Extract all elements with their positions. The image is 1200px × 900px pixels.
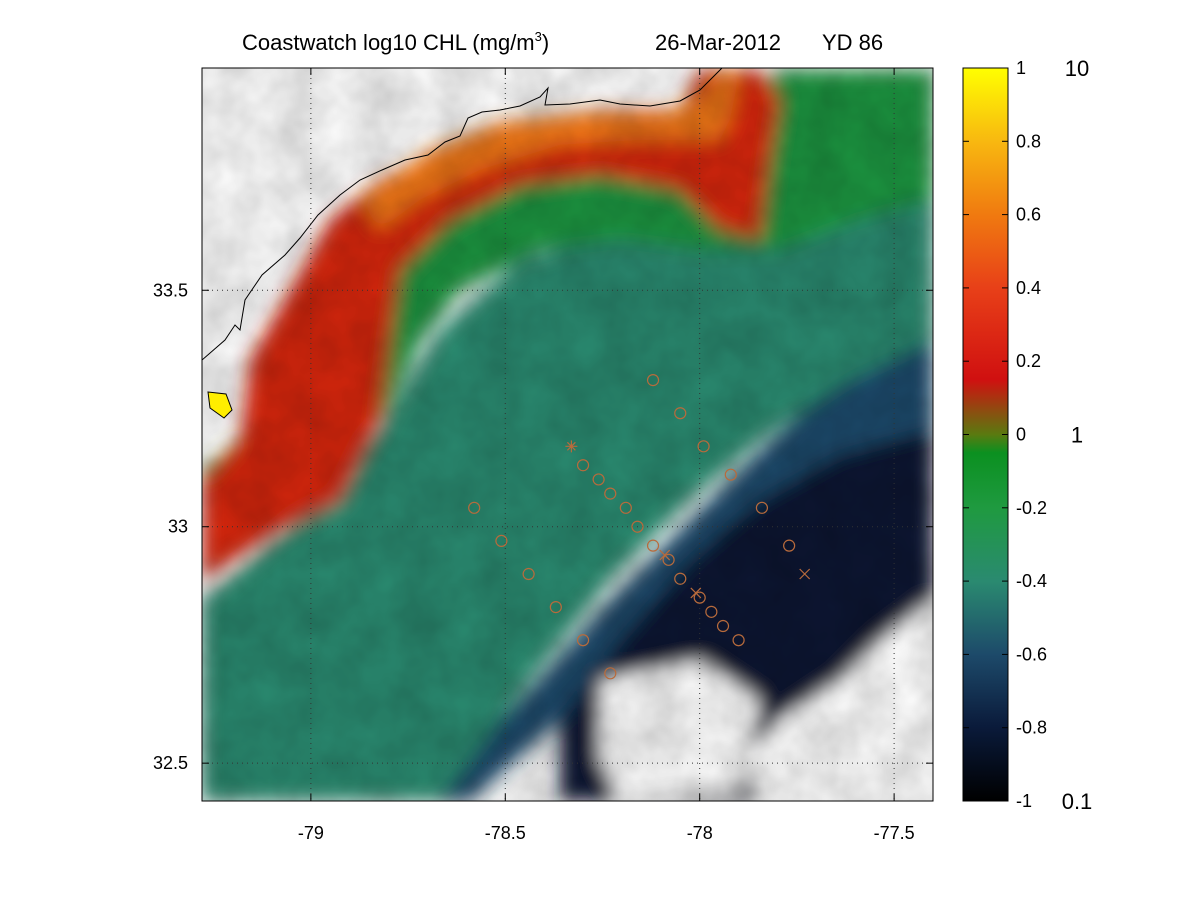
- colorbar-tick-label: 0.4: [1016, 278, 1041, 298]
- station-circle: [549, 601, 562, 614]
- station-circle: [592, 473, 605, 486]
- lon-tick-label: -79: [298, 823, 324, 843]
- station-circle: [674, 572, 687, 585]
- station-circle: [604, 487, 617, 500]
- station-circle: [576, 459, 590, 472]
- coastline: [202, 68, 723, 361]
- station-circle: [674, 407, 687, 420]
- map-frame: [201, 67, 934, 802]
- lat-tick-label: 33.5: [153, 280, 188, 300]
- colorbar-linear-label: 10: [1065, 56, 1089, 81]
- station-cross: [690, 587, 702, 599]
- map-title: Coastwatch log10 CHL (mg/m3): [242, 29, 549, 55]
- station-circle: [468, 501, 481, 514]
- station-circle: [631, 520, 644, 533]
- map-date: 26-Mar-2012: [655, 30, 781, 55]
- station-star: [565, 440, 578, 453]
- colorbar: [962, 67, 1009, 802]
- coast-island: [207, 391, 233, 419]
- station-circle: [732, 634, 745, 647]
- map-gridlines: [202, 68, 933, 801]
- chlorophyll-map: [202, 68, 933, 801]
- latitude-axis: 33.5 33 32.5: [153, 280, 933, 773]
- colorbar-linear-label: 0.1: [1062, 789, 1093, 814]
- lat-tick-label: 33: [168, 517, 188, 537]
- station-circle: [619, 501, 632, 514]
- station-circle: [604, 667, 617, 680]
- station-circle: [705, 605, 718, 618]
- colorbar-tick-label: 0: [1016, 425, 1026, 445]
- colorbar-tick-label: -1: [1016, 791, 1032, 811]
- station-circle: [662, 553, 675, 566]
- colorbar-linear-labels: 10 1 0.1: [1062, 56, 1093, 814]
- colorbar-tick-label: -0.6: [1016, 644, 1047, 664]
- colorbar-ticks: 1 0.8 0.6 0.4 0.2 0 -0.2 -0.4 -0.6 -0.8 -1: [963, 58, 1047, 811]
- colorbar-tick-label: 0.8: [1016, 131, 1041, 151]
- colorbar-tick-label: -0.4: [1016, 571, 1047, 591]
- lon-tick-label: -78: [687, 823, 713, 843]
- station-circle: [646, 374, 660, 387]
- station-cross: [799, 568, 811, 580]
- colorbar-linear-label: 1: [1071, 423, 1083, 448]
- station-circle: [693, 591, 706, 604]
- longitude-axis: -79 -78.5 -78 -77.5: [298, 68, 915, 843]
- colorbar-tick-label: 1: [1016, 58, 1026, 78]
- colorbar-tick-label: -0.2: [1016, 498, 1047, 518]
- colorbar-tick-label: -0.8: [1016, 718, 1047, 738]
- map-yearday: YD 86: [822, 30, 883, 55]
- station-circle: [646, 539, 660, 552]
- station-circle: [522, 567, 535, 581]
- station-circle: [716, 619, 730, 633]
- colorbar-tick-label: 0.2: [1016, 351, 1041, 371]
- station-cross: [659, 549, 671, 561]
- station-circle: [576, 634, 590, 647]
- map-texture: [202, 68, 933, 801]
- station-markers: [468, 374, 811, 680]
- station-circle: [724, 468, 737, 481]
- colorbar-tick-label: 0.6: [1016, 205, 1041, 225]
- lon-tick-label: -77.5: [874, 823, 915, 843]
- station-circle: [783, 539, 796, 552]
- station-circle: [755, 501, 769, 514]
- lat-tick-label: 32.5: [153, 753, 188, 773]
- station-circle: [495, 534, 508, 548]
- lon-tick-label: -78.5: [485, 823, 526, 843]
- station-circle: [697, 440, 710, 453]
